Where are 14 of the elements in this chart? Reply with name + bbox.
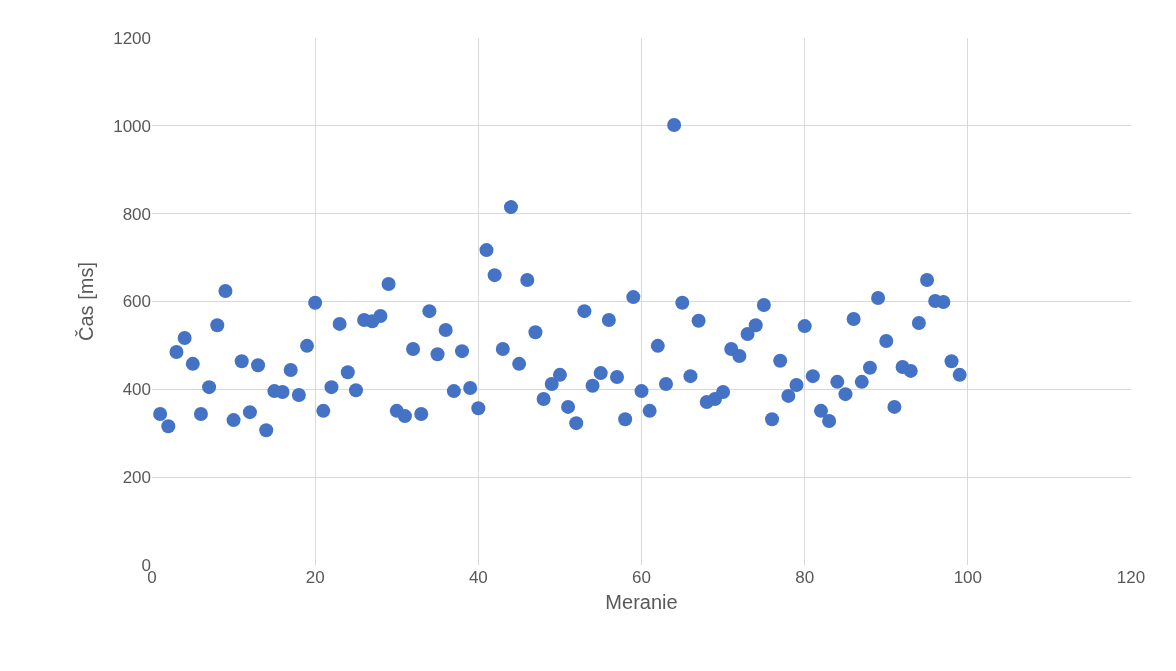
y-tick-label: 200	[122, 468, 151, 488]
x-tick-label: 80	[795, 568, 815, 587]
y-axis-title: Čas [ms]	[74, 262, 97, 341]
y-tick-label: 1000	[113, 116, 151, 136]
x-tick-label: 20	[305, 568, 325, 587]
y-tick-label: 600	[122, 292, 151, 312]
y-tick-label: 1200	[113, 28, 151, 48]
y-tick-label: 800	[122, 204, 151, 224]
y-tick-label: 400	[122, 380, 151, 400]
x-tick-label: 60	[632, 568, 651, 587]
x-tick-label: 40	[468, 568, 488, 587]
x-axis-title: Meranie	[605, 590, 678, 613]
x-tick-label: 100	[953, 568, 983, 587]
x-tick-label: 120	[1116, 568, 1146, 587]
